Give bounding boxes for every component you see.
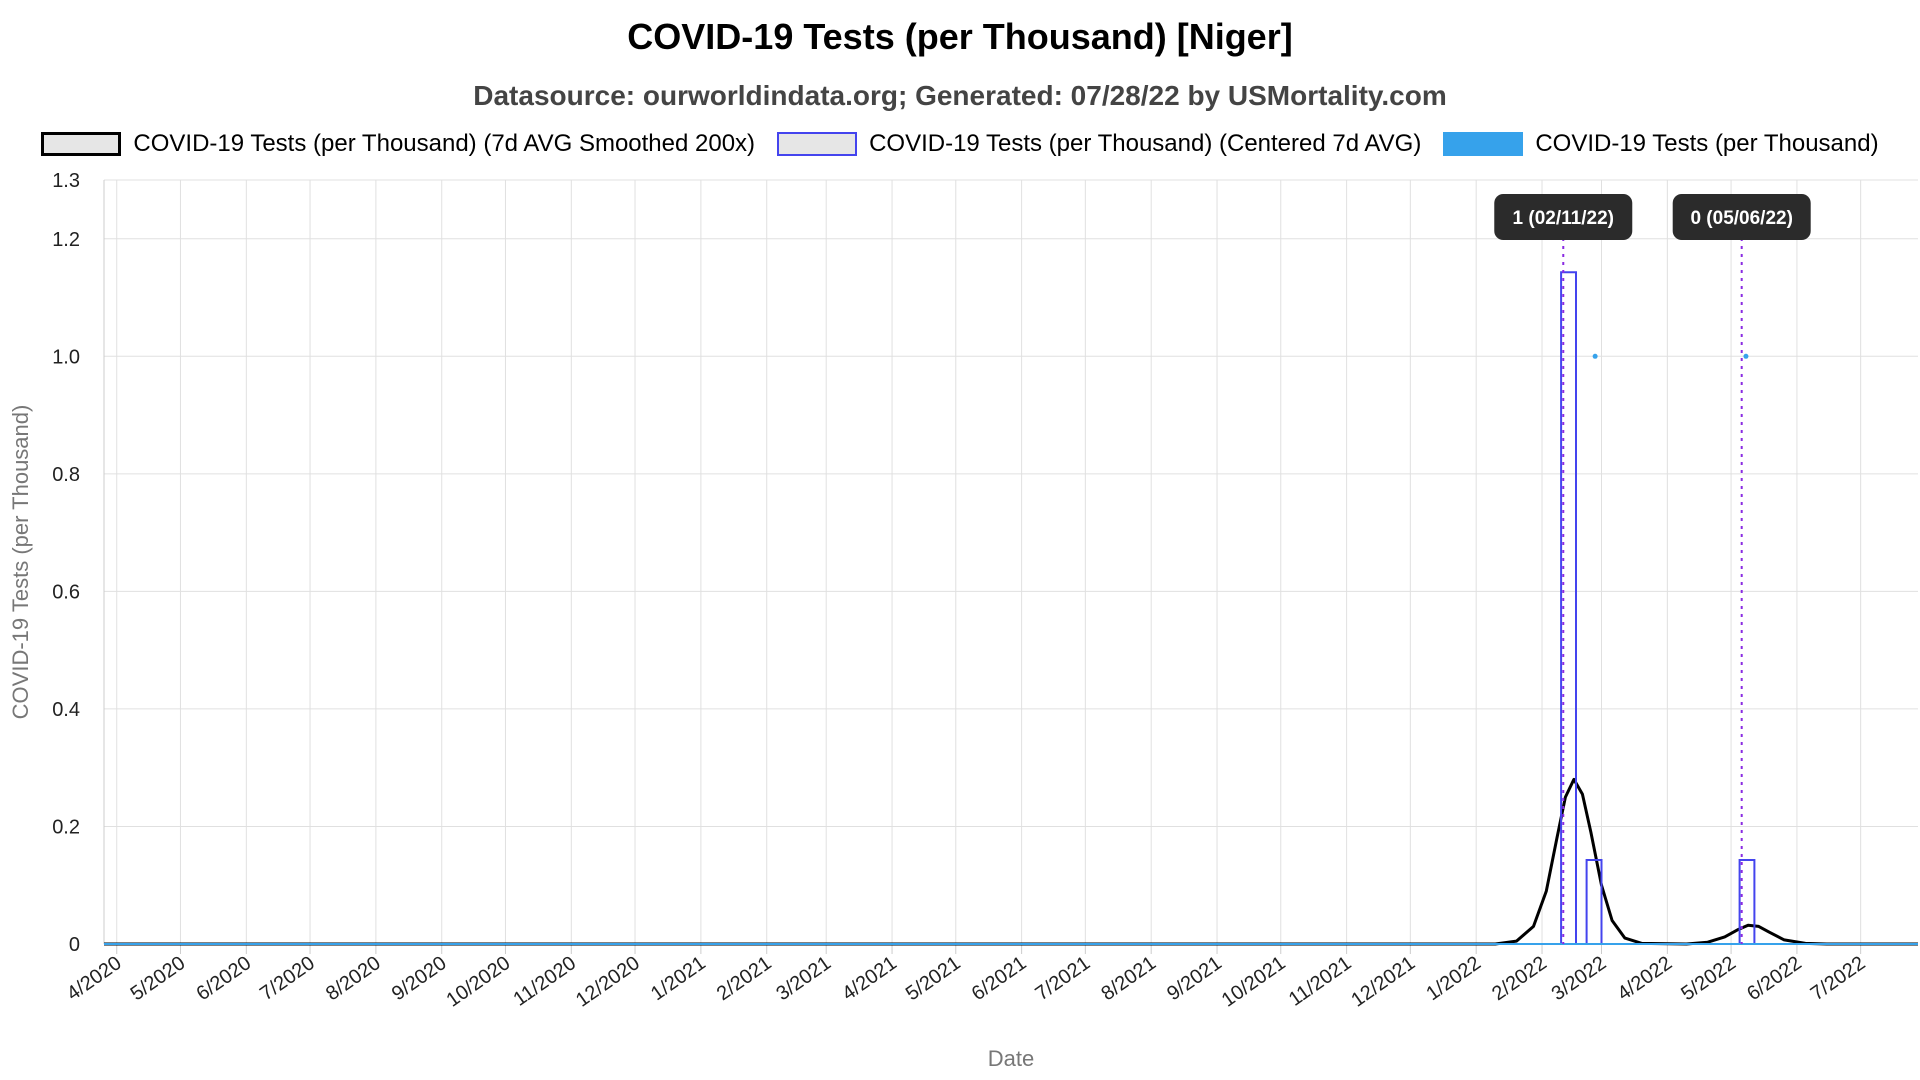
y-tick-label: 0.4 <box>52 699 80 721</box>
y-tick-label: 1.3 <box>52 170 80 192</box>
x-tick-label: 12/2020 <box>572 952 644 1011</box>
y-tick-label: 1.2 <box>52 229 80 251</box>
x-tick-label: 9/2020 <box>388 952 451 1005</box>
legend-item-raw[interactable]: COVID-19 Tests (per Thousand) <box>1443 130 1879 158</box>
x-tick-label: 11/2020 <box>510 952 581 1011</box>
x-tick-label: 6/2022 <box>1743 952 1806 1005</box>
x-axis-title: Date <box>988 1046 1034 1071</box>
legend-swatch-smoothed <box>41 132 122 156</box>
x-tick-label: 5/2021 <box>902 952 965 1005</box>
chart-subtitle: Datasource: ourworldindata.org; Generate… <box>473 80 1447 111</box>
y-tick-label: 0.6 <box>52 581 80 603</box>
y-tick-label: 0 <box>69 934 80 956</box>
y-tick-label: 0.2 <box>52 816 80 838</box>
x-tick-label: 1/2021 <box>647 952 710 1005</box>
annotation-box <box>1672 194 1811 240</box>
x-tick-label: 6/2021 <box>968 952 1031 1005</box>
x-tick-label: 8/2020 <box>322 952 385 1005</box>
x-tick-label: 7/2022 <box>1807 952 1870 1005</box>
chart-title: COVID-19 Tests (per Thousand) [Niger] <box>627 16 1293 57</box>
x-tick-label: 8/2021 <box>1097 952 1160 1005</box>
x-tick-label: 4/2020 <box>63 952 126 1005</box>
legend-swatch-centered <box>777 132 858 156</box>
annotation-label: 1 (02/11/22) <box>1513 208 1614 229</box>
x-tick-label: 4/2021 <box>838 952 901 1005</box>
annotation-box <box>1494 194 1633 240</box>
x-tick-label: 9/2021 <box>1163 952 1226 1005</box>
x-tick-label: 1/2022 <box>1422 952 1485 1005</box>
legend-label-centered: COVID-19 Tests (per Thousand) (Centered … <box>869 130 1422 157</box>
x-tick-label: 2/2021 <box>713 952 776 1005</box>
x-tick-label: 10/2020 <box>442 952 514 1011</box>
legend-item-smoothed[interactable]: COVID-19 Tests (per Thousand) (7d AVG Sm… <box>41 130 755 158</box>
chart-legend: COVID-19 Tests (per Thousand) (7d AVG Sm… <box>0 130 1920 158</box>
y-tick-label: 0.8 <box>52 464 80 486</box>
x-tick-label: 10/2021 <box>1218 952 1290 1011</box>
x-tick-label: 11/2021 <box>1285 952 1356 1011</box>
x-tick-label: 3/2022 <box>1548 952 1611 1005</box>
x-tick-label: 7/2020 <box>256 952 319 1005</box>
legend-item-centered[interactable]: COVID-19 Tests (per Thousand) (Centered … <box>777 130 1421 158</box>
x-tick-label: 2/2022 <box>1488 952 1551 1005</box>
x-tick-label: 5/2020 <box>127 952 190 1005</box>
y-axis-title: COVID-19 Tests (per Thousand) <box>8 405 33 720</box>
x-tick-label: 4/2022 <box>1613 952 1676 1005</box>
legend-swatch-raw <box>1443 132 1524 156</box>
legend-label-smoothed: COVID-19 Tests (per Thousand) (7d AVG Sm… <box>133 130 756 157</box>
x-tick-label: 6/2020 <box>192 952 255 1005</box>
series-raw-point <box>1743 353 1749 359</box>
annotation-label: 0 (05/06/22) <box>1690 208 1792 229</box>
x-tick-label: 5/2022 <box>1677 952 1740 1005</box>
legend-label-raw: COVID-19 Tests (per Thousand) <box>1535 130 1879 157</box>
series-raw-point <box>1592 353 1598 359</box>
x-tick-label: 7/2021 <box>1031 952 1094 1005</box>
x-tick-label: 12/2021 <box>1347 952 1419 1011</box>
series-smoothed-line <box>104 777 1918 946</box>
y-tick-label: 1.0 <box>52 346 80 368</box>
x-tick-label: 3/2021 <box>772 952 835 1005</box>
